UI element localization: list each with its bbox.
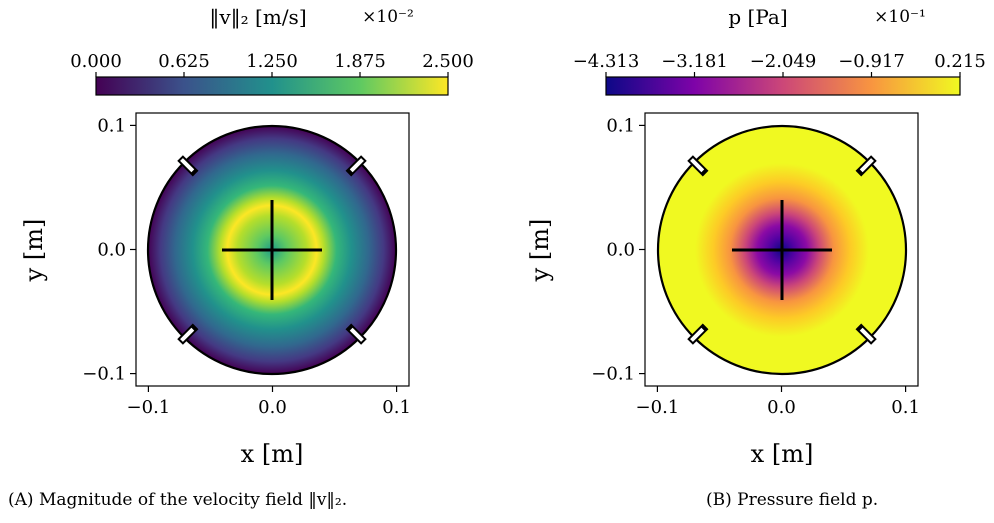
- colorbar-a-tick-label: 2.500: [422, 51, 474, 72]
- ylabel-a: y [m]: [20, 219, 48, 283]
- colorbar-b-ticks: [605, 72, 961, 77]
- colorbar-b-label: p [Pa]: [728, 5, 787, 29]
- axes-a-ticks: −0.1 0.0 0.1 0.1 0.0 −0.1: [82, 115, 411, 418]
- caption-a-label: (A): [8, 490, 34, 510]
- x-tick-label-a: 0.0: [258, 397, 287, 418]
- colorbar-a: [95, 76, 449, 96]
- cross-obstacle-b: [732, 200, 832, 300]
- colorbar-b: [605, 76, 961, 96]
- y-tick-label-a: 0.0: [97, 240, 126, 261]
- domain-notch: [690, 327, 705, 342]
- x-tick-label-a: 0.1: [382, 397, 411, 418]
- y-tick-label-b: 0.1: [606, 115, 635, 136]
- caption-b-label: (B): [706, 490, 732, 510]
- xlabel-b: x [m]: [751, 440, 814, 468]
- colorbar-a-multiplier: ×10⁻²: [362, 7, 414, 27]
- domain-notch: [859, 158, 874, 173]
- x-tick-label-a: −0.1: [127, 397, 171, 418]
- caption-a-text: Magnitude of the velocity field ‖v‖₂.: [38, 490, 348, 510]
- y-tick-label-a: −0.1: [82, 364, 126, 385]
- x-tick-label-b: 0.0: [767, 397, 796, 418]
- colorbar-a-ticks: [95, 72, 449, 77]
- ylabel-b: y [m]: [526, 219, 554, 283]
- x-tick-label-b: −0.1: [636, 397, 680, 418]
- y-tick-label-b: 0.0: [606, 240, 635, 261]
- colorbar-b-tick-label: −4.313: [573, 51, 640, 72]
- colorbar-a-tick-label: 0.625: [158, 51, 210, 72]
- caption-b: (B) Pressure field p.: [706, 490, 878, 510]
- x-tick-label-b: 0.1: [891, 397, 920, 418]
- domain-b-notches: [687, 155, 877, 345]
- colorbar-a-label: ‖v‖₂ [m/s]: [209, 5, 306, 30]
- domain-a-notches: [177, 155, 367, 345]
- colorbar-a-tick-label: 1.250: [246, 51, 298, 72]
- axes-b-ticks: −0.1 0.0 0.1 0.1 0.0 −0.1: [591, 115, 920, 418]
- caption-a: (A) Magnitude of the velocity field ‖v‖₂…: [8, 490, 347, 510]
- xlabel-a: x [m]: [241, 440, 304, 468]
- y-tick-label-b: −0.1: [591, 364, 635, 385]
- domain-notch: [349, 158, 364, 173]
- domain-notch: [180, 327, 195, 342]
- caption-b-text: Pressure field p.: [737, 490, 879, 510]
- panel-b: p [Pa] ×10⁻¹ −4.313 −3.181 −2.049 −0.917 0.2…: [526, 5, 986, 468]
- domain-notch: [859, 327, 874, 342]
- domain-notch: [349, 327, 364, 342]
- domain-notch: [180, 158, 195, 173]
- colorbar-b-tick-label: −0.917: [838, 51, 905, 72]
- cross-obstacle-a: [222, 200, 322, 300]
- colorbar-b-tick-label: −3.181: [661, 51, 728, 72]
- colorbar-b-tick-label: 0.215: [934, 51, 986, 72]
- y-tick-label-a: 0.1: [97, 115, 126, 136]
- colorbar-a-tick-label: 0.000: [70, 51, 122, 72]
- colorbar-b-multiplier: ×10⁻¹: [874, 7, 926, 27]
- colorbar-a-tick-label: 1.875: [334, 51, 386, 72]
- colorbar-b-tick-label: −2.049: [750, 51, 817, 72]
- colorbar-b-tick-labels: −4.313 −3.181 −2.049 −0.917 0.215: [573, 51, 986, 72]
- colorbar-a-tick-labels: 0.000 0.625 1.250 1.875 2.500: [70, 51, 474, 72]
- domain-notch: [690, 158, 705, 173]
- panel-a: ‖v‖₂ [m/s] ×10⁻² 0.000 0.625 1.250 1.875 2.5…: [20, 5, 474, 468]
